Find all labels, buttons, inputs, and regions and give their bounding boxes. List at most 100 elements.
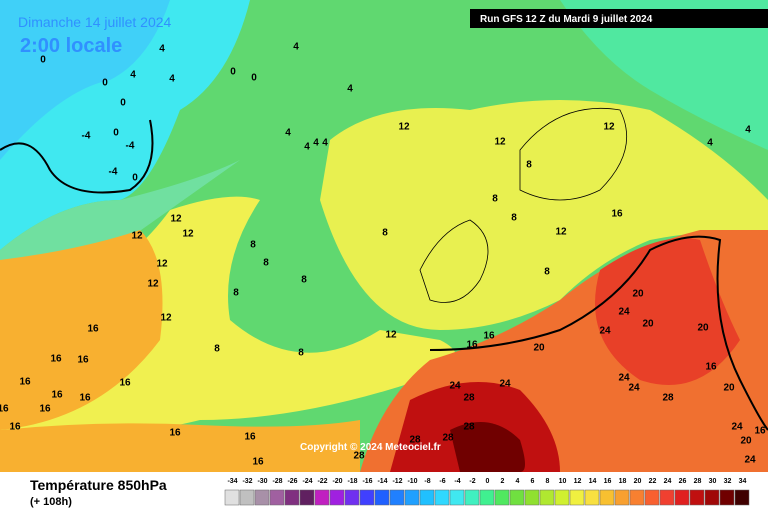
colorbar-label: -2	[469, 478, 475, 485]
color-swatch	[614, 489, 630, 506]
colorbar-label: 32	[724, 478, 732, 485]
color-swatch	[329, 489, 345, 506]
contour-label: 0	[113, 128, 119, 139]
color-swatch	[689, 489, 705, 506]
colorbar-label: -10	[407, 478, 417, 485]
contour-label: 20	[632, 289, 644, 300]
contour-label: 28	[442, 433, 454, 444]
contour-label: 12	[555, 227, 567, 238]
colorbar-label: -12	[392, 478, 402, 485]
contour-label: 16	[252, 457, 264, 468]
isotherm	[0, 119, 154, 194]
colorbar-label: -6	[439, 478, 445, 485]
contour-label: 8	[544, 267, 550, 278]
date: Dimanche 14 juillet 2024	[18, 14, 172, 30]
colorbar-label: 4	[516, 478, 520, 485]
contour-label: 20	[642, 319, 654, 330]
color-swatch	[479, 489, 495, 506]
color-swatch	[269, 489, 285, 506]
contour-label: 24	[449, 381, 461, 392]
contour-label: 0	[251, 73, 257, 84]
contour-label: 24	[628, 383, 640, 394]
color-swatch	[629, 489, 645, 506]
colorbar-label: 20	[634, 478, 642, 485]
contour-label: 16	[244, 432, 256, 443]
contour-label: 4	[313, 138, 319, 149]
color-swatch	[359, 489, 375, 506]
color-swatch	[704, 489, 720, 506]
contour-label: 16	[50, 354, 62, 365]
footer-lead: (+ 108h)	[30, 496, 72, 508]
hot-zone	[0, 230, 163, 430]
contour-label: 28	[463, 422, 475, 433]
color-swatch	[599, 489, 615, 506]
color-swatch	[419, 489, 435, 506]
contour-label: 12	[170, 214, 182, 225]
colorbar-label: 14	[589, 478, 597, 485]
contour-label: 4	[347, 84, 353, 95]
colorbar-label: 2	[501, 478, 505, 485]
contour-label: 8	[526, 160, 532, 171]
contour-label: 24	[599, 326, 611, 337]
color-swatch	[719, 489, 735, 506]
contour-label: 4	[285, 128, 291, 139]
contour-label: 8	[214, 344, 220, 355]
color-swatch	[284, 489, 300, 506]
contour-label: 24	[499, 379, 511, 390]
colorbar-label: 26	[679, 478, 687, 485]
colorbar-label: 30	[709, 478, 717, 485]
colorbar-label: 16	[604, 478, 612, 485]
contour-label: 12	[160, 313, 172, 324]
color-swatch	[509, 489, 525, 506]
contour-label: 28	[463, 393, 475, 404]
run-box	[470, 9, 768, 28]
contour-label: 16	[611, 209, 623, 220]
contour-label: 24	[731, 422, 743, 433]
color-swatch	[569, 489, 585, 506]
contour-label: 8	[492, 194, 498, 205]
contour-label: 16	[483, 331, 495, 342]
contour-label: 16	[119, 378, 131, 389]
contour-label: 28	[662, 393, 674, 404]
contour-label: 4	[707, 138, 713, 149]
colorbar-label: -24	[302, 478, 312, 485]
colorbar-label: -4	[454, 478, 460, 485]
contour-label: 16	[39, 404, 51, 415]
contour-label: 12	[182, 229, 194, 240]
color-swatch	[404, 489, 420, 506]
color-swatch	[449, 489, 465, 506]
map: Copyright © 2024 Meteociel.fr	[0, 0, 768, 472]
color-swatch	[389, 489, 405, 506]
contour-label: 12	[131, 231, 143, 242]
contour-label: 8	[382, 228, 388, 239]
contour-label: 12	[385, 330, 397, 341]
isotherm	[429, 235, 768, 431]
run: Run GFS 12 Z du Mardi 9 juillet 2024	[480, 14, 653, 25]
color-swatch	[584, 489, 600, 506]
zone	[560, 0, 768, 150]
colorbar-label: -32	[242, 478, 252, 485]
color-swatch	[464, 489, 480, 506]
colorbar-label: 6	[531, 478, 535, 485]
contour-label: -4	[126, 141, 135, 152]
contour-label: 16	[9, 422, 21, 433]
color-swatch	[539, 489, 555, 506]
colorbar-label: -34	[227, 478, 237, 485]
contour-label: -4	[109, 167, 118, 178]
contour-label: 16	[754, 426, 766, 437]
color-swatch	[224, 489, 240, 506]
color-swatch	[344, 489, 360, 506]
contour-label: 0	[102, 78, 108, 89]
footer-title: Température 850hPa	[30, 477, 167, 493]
color-swatch	[299, 489, 315, 506]
colorbar-label: -8	[424, 478, 430, 485]
contour-label: 0	[120, 98, 126, 109]
contour-label: 4	[304, 142, 310, 153]
contour-label: 16	[51, 390, 63, 401]
colorbar-label: 10	[559, 478, 567, 485]
color-swatch	[554, 489, 570, 506]
color-swatch	[254, 489, 270, 506]
contour-label: -4	[82, 131, 91, 142]
time: 2:00 locale	[20, 35, 122, 57]
contour-label: 16	[0, 404, 9, 415]
